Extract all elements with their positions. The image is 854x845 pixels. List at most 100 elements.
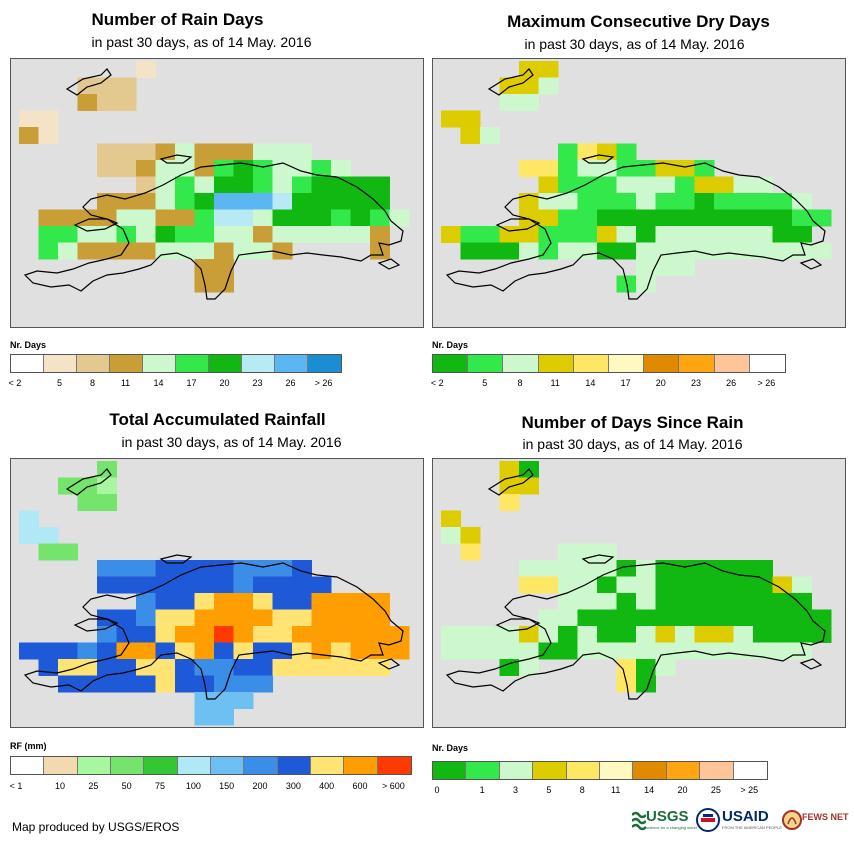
legend-swatch (242, 355, 275, 372)
grid-cell (811, 626, 832, 643)
legend-label: 5 (56, 378, 63, 388)
grid-cell (175, 209, 195, 227)
grid-cell (214, 626, 234, 643)
grid-cell (253, 609, 273, 627)
legend-swatch (433, 355, 469, 372)
legend-label: > 600 (381, 781, 405, 791)
grid-cell (616, 226, 637, 243)
grid-cell (350, 609, 371, 627)
grid-cell (194, 659, 215, 676)
island-coastline (487, 468, 534, 496)
grid-cell (577, 193, 598, 210)
grid-cell (558, 143, 578, 161)
grid-cell (311, 209, 332, 227)
legend-swatch (666, 762, 701, 779)
grid-cell (272, 209, 293, 227)
grid-cell (58, 209, 78, 227)
grid-cell (636, 242, 656, 260)
grid-cell (116, 675, 137, 693)
grid-cell (675, 176, 695, 194)
grid-cell (616, 642, 637, 660)
grid-cell (441, 642, 461, 660)
grid-cell (292, 609, 312, 627)
grid-cell (733, 560, 754, 577)
grid-cell (499, 242, 520, 260)
panel-title: Maximum Consecutive Dry Days (507, 12, 770, 31)
legend-swatch (466, 762, 500, 779)
grid-cell (811, 609, 832, 627)
grid-cell (311, 659, 332, 676)
grid-cell (519, 659, 539, 676)
grid-cell (155, 560, 176, 577)
grid-cell (311, 226, 332, 243)
grid-cell (460, 242, 481, 260)
grid-cell (733, 576, 754, 594)
grid-cell (772, 642, 793, 660)
grid-cell (136, 242, 156, 260)
grid-cell (233, 576, 254, 594)
grid-cell (233, 160, 254, 177)
map-grid (441, 461, 832, 700)
legend-swatch (533, 762, 567, 779)
legend-label: < 2 (8, 378, 22, 388)
grid-cell (558, 193, 578, 210)
legend-swatch (11, 757, 45, 774)
grid-cell (253, 659, 273, 676)
map-days-since-rain[interactable] (432, 458, 846, 728)
grid-cell (370, 609, 390, 627)
grid-cell (58, 659, 78, 676)
usaid-tagline: FROM THE AMERICAN PEOPLE (722, 825, 782, 830)
grid-cell (714, 626, 734, 643)
grid-cell (233, 193, 254, 210)
grid-cell (97, 560, 117, 577)
grid-cell (538, 242, 559, 260)
map-grid (441, 61, 832, 300)
grid-cell (116, 209, 137, 227)
grid-cell (714, 193, 734, 210)
legend-label: 75 (154, 781, 166, 791)
grid-cell (753, 642, 773, 660)
grid-cell (331, 193, 351, 210)
map-rainfall[interactable] (10, 458, 424, 728)
map-rain-days[interactable] (10, 58, 424, 328)
grid-cell (597, 242, 617, 260)
legend-label: 14 (644, 785, 655, 795)
grid-cell (311, 160, 332, 177)
island-coastline (799, 258, 823, 270)
grid-cell (194, 160, 215, 177)
grid-cell (519, 477, 539, 495)
grid-cell (616, 242, 637, 260)
legend-label: 0 (434, 785, 440, 795)
grid-cell (253, 193, 273, 210)
grid-cell (214, 275, 234, 293)
legend-label: 26 (726, 378, 737, 388)
grid-cell (194, 259, 215, 276)
grid-cell (175, 160, 195, 177)
grid-cell (694, 242, 715, 260)
grid-cell (97, 626, 117, 643)
grid-cell (155, 659, 176, 676)
grid-cell (597, 193, 617, 210)
grid-cell (577, 160, 598, 177)
grid-cell (350, 659, 371, 676)
grid-cell (136, 560, 156, 577)
grid-cell (714, 209, 734, 227)
map-dry-days[interactable] (432, 58, 846, 328)
legend-swatch (644, 355, 680, 372)
legend-title: Nr. Days (432, 743, 469, 753)
legend-label: 23 (690, 378, 702, 388)
grid-cell (253, 675, 273, 693)
grid-cell (597, 609, 617, 627)
grid-cell (194, 560, 215, 577)
grid-cell (331, 642, 351, 660)
grid-cell (331, 176, 351, 194)
legend-labels: < 2 5 8 11 14 17 20 23 26 > 26 (431, 378, 784, 390)
grid-cell (136, 659, 156, 676)
grid-cell (175, 242, 195, 260)
grid-cell (519, 160, 539, 177)
grid-cell (175, 609, 195, 627)
grid-cell (38, 242, 59, 260)
grid-cell (214, 176, 234, 194)
grid-cell (116, 626, 137, 643)
grid-cell (58, 642, 78, 660)
